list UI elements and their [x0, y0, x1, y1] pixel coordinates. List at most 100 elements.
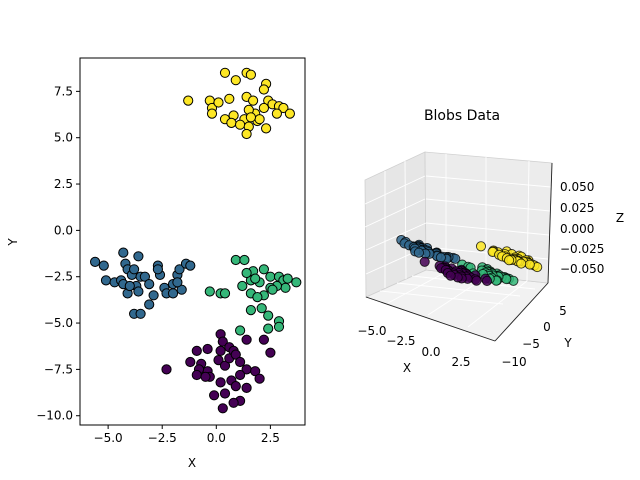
- scatter-point: [217, 403, 228, 414]
- scatter-point: [219, 288, 231, 299]
- scatter-2d-panel: −5.0 −2.5 0.0 2.5 −10.0 −7.5 −5.0 −2.5 0.0 2.5 5.…: [6, 57, 306, 470]
- scatter-point: [176, 284, 187, 295]
- scatter-point: [215, 345, 226, 356]
- scatter-3d-point: [524, 259, 535, 270]
- scatter-point: [250, 366, 261, 377]
- scatter-point: [129, 264, 140, 275]
- scatter-point: [200, 371, 211, 382]
- scatter-point: [206, 108, 218, 119]
- scatter-point: [235, 119, 246, 130]
- scatter-point: [161, 364, 172, 375]
- y3d-tick-label: −10: [501, 355, 526, 369]
- scatter-3d-point: [471, 275, 482, 286]
- y3d-axis-label: Y: [563, 336, 572, 350]
- x3d-tick-label: −5.0: [357, 324, 386, 338]
- scatter-point: [191, 369, 202, 381]
- scatter-point: [139, 271, 150, 282]
- scatter-3d-points: [396, 234, 543, 286]
- z3d-tick-label: −0.050: [560, 262, 604, 276]
- x3d-axis-label: X: [403, 361, 411, 375]
- y3d-tick-labels: 5 0 −5 −10: [501, 304, 566, 369]
- scatter-point: [144, 279, 155, 290]
- scatter-3d-point: [504, 255, 515, 266]
- scatter-point: [250, 273, 261, 284]
- scatter-point: [215, 377, 226, 388]
- scatter-point: [224, 93, 235, 104]
- scatter-3d-point: [481, 275, 493, 286]
- scatter-3d-point: [413, 247, 424, 258]
- scatter-point: [241, 382, 252, 393]
- scatter-point: [204, 286, 215, 297]
- scatter-point: [265, 271, 276, 282]
- scatter-point: [263, 310, 274, 321]
- scatter-point: [235, 369, 246, 381]
- scatter-point: [282, 273, 293, 284]
- scatter-point: [230, 75, 241, 86]
- y-axis-label: Y: [6, 238, 20, 247]
- scatter-point: [219, 388, 231, 399]
- scatter-point: [252, 292, 263, 303]
- scatter-point: [185, 260, 196, 271]
- y-tick-label: −5.0: [44, 316, 73, 330]
- scatter-3d-panel: Blobs Data: [357, 108, 624, 375]
- scatter-3d-point: [435, 252, 446, 263]
- scatter-point: [254, 114, 265, 125]
- y-tick-label: 5.0: [54, 131, 73, 145]
- x3d-tick-label: 0.0: [421, 345, 440, 359]
- y-tick-label: 7.5: [54, 84, 73, 98]
- scatter-point: [258, 334, 269, 345]
- x-tick-label: 2.5: [261, 431, 280, 445]
- x-axis-label: X: [188, 456, 196, 470]
- scatter-point: [167, 288, 179, 299]
- z3d-tick-label: 0.000: [560, 222, 594, 236]
- scatter-point: [219, 360, 231, 371]
- y3d-tick-label: 5: [559, 304, 567, 318]
- scatter-3d-point: [445, 270, 456, 281]
- y-tick-label: −10.0: [36, 409, 73, 423]
- scatter-point: [98, 260, 109, 271]
- scatter-point: [245, 305, 256, 316]
- y-tick-label: 2.5: [54, 177, 73, 191]
- scatter-point: [135, 308, 146, 319]
- scatter-point: [124, 280, 135, 292]
- scatter-point: [230, 254, 241, 266]
- scatter-point: [237, 280, 248, 292]
- scatter-point: [241, 267, 252, 279]
- scatter-point: [271, 108, 282, 119]
- x-tick-label: 0.0: [207, 431, 226, 445]
- scatter-point: [245, 69, 256, 80]
- y-tick-label: −2.5: [44, 270, 73, 284]
- scatter-point: [267, 284, 278, 295]
- scatter-point: [152, 264, 163, 275]
- scatter-point: [273, 321, 285, 332]
- scatter-point: [235, 356, 246, 368]
- scatter-point: [280, 282, 291, 293]
- scatter-point: [230, 381, 241, 392]
- z3d-tick-label: 0.025: [560, 201, 594, 215]
- y-axis-ticks: −10.0 −7.5 −5.0 −2.5 0.0 2.5 5.0 7.5: [36, 84, 80, 423]
- scatter-point: [172, 277, 183, 288]
- scatter-point: [278, 102, 289, 114]
- scatter-point: [258, 102, 269, 114]
- scatter-point: [133, 251, 144, 262]
- scatter-point: [133, 286, 144, 297]
- x-tick-label: −5.0: [94, 431, 123, 445]
- scatter-point: [202, 343, 213, 355]
- x-tick-label: −2.5: [148, 431, 177, 445]
- x3d-tick-label: −2.5: [386, 334, 415, 348]
- x3d-tick-label: 2.5: [451, 355, 470, 369]
- scatter-point: [219, 67, 231, 78]
- z3d-tick-labels: 0.050 0.025 0.000 −0.025 −0.050: [560, 180, 604, 276]
- scatter-point: [239, 254, 250, 266]
- scatter-3d-point: [475, 241, 487, 252]
- plot-frame: [79, 57, 306, 426]
- scatter-point: [213, 97, 224, 108]
- scatter-point: [217, 336, 228, 347]
- scatter-3d-point: [516, 258, 527, 269]
- axis-lines: [365, 162, 553, 342]
- scatter-point: [248, 95, 259, 106]
- scatter-point: [118, 247, 129, 258]
- scatter-point: [263, 323, 274, 334]
- scatter-point: [230, 349, 241, 360]
- y-tick-label: −7.5: [44, 362, 73, 376]
